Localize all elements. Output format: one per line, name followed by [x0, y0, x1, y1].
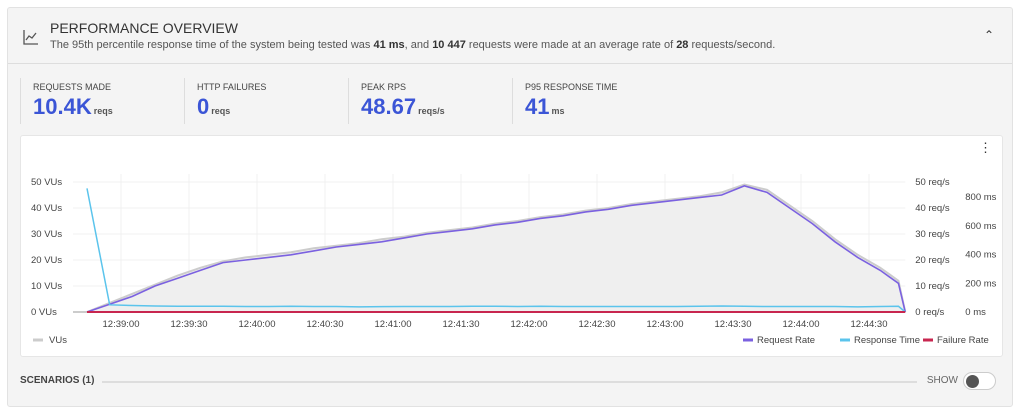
y-right-ms-tick-label: 600 ms — [965, 221, 996, 232]
x-tick-label: 12:43:30 — [715, 319, 752, 330]
x-tick-label: 12:41:30 — [443, 319, 480, 330]
stats-row: REQUESTS MADE 10.4K reqs HTTP FAILURES 0 req… — [20, 78, 676, 124]
y-left-tick-label: 10 VUs — [31, 281, 62, 292]
y-left-tick-label: 20 VUs — [31, 255, 62, 266]
y-right-ms-tick-label: 0 ms — [965, 307, 986, 318]
request-rate-line — [86, 185, 907, 313]
legend-label: Request Rate — [757, 335, 815, 346]
more-options-icon[interactable]: ⋮ — [979, 140, 992, 155]
x-tick-label: 12:43:00 — [647, 319, 684, 330]
vus-line — [86, 183, 907, 313]
show-label: SHOW — [926, 375, 958, 386]
y-right-ms-tick-label: 200 ms — [965, 278, 996, 289]
legend-label-vus: VUs — [49, 335, 67, 346]
y-right-rps-tick-label: 30 req/s — [915, 229, 950, 240]
legend-label: Response Time — [854, 335, 920, 346]
y-right-rps-tick-label: 40 req/s — [915, 203, 950, 214]
y-right-rps-tick-label: 50 req/s — [915, 177, 950, 188]
x-tick-label: 12:40:00 — [239, 319, 276, 330]
x-tick-label: 12:44:30 — [851, 319, 888, 330]
y-left-tick-label: 50 VUs — [31, 177, 62, 188]
x-tick-label: 12:40:30 — [307, 319, 344, 330]
chart-svg: 0 VUs 0 req/s 10 VUs 10 req/s 20 VUs 20 req/s… — [31, 174, 997, 346]
y-right-rps-tick-label: 10 req/s — [915, 281, 950, 292]
stat-requests-made: REQUESTS MADE 10.4K reqs — [20, 78, 184, 124]
x-tick-label: 12:42:30 — [579, 319, 616, 330]
stat-peak-rps: PEAK RPS 48.67 reqs/s — [348, 78, 512, 124]
x-tick-label: 12:41:00 — [375, 319, 412, 330]
line-chart-icon — [23, 30, 38, 45]
y-right-ms-tick-label: 400 ms — [965, 250, 996, 261]
panel-header[interactable]: PERFORMANCE OVERVIEW The 95th percentile… — [8, 8, 1012, 64]
scenarios-label: SCENARIOS (1) — [20, 375, 95, 386]
x-tick-label: 12:44:00 — [783, 319, 820, 330]
stat-p95-response-time: P95 RESPONSE TIME 41 ms — [512, 78, 676, 124]
performance-chart: ⋮ 0 VUs 0 req/s 10 VUs 10 req/s 20 VUs 20 req… — [20, 135, 1003, 357]
y-right-rps-tick-label: 0 req/s — [915, 307, 944, 318]
x-tick-label: 12:39:00 — [103, 319, 140, 330]
summary-text: The 95th percentile response time of the… — [50, 39, 776, 51]
vus-area — [87, 184, 906, 312]
panel-title: PERFORMANCE OVERVIEW — [50, 20, 238, 36]
y-left-tick-label: 30 VUs — [31, 229, 62, 240]
show-scenarios-toggle[interactable] — [963, 372, 996, 390]
legend-label: Failure Rate — [937, 335, 989, 346]
x-tick-label: 12:39:30 — [171, 319, 208, 330]
response-time-line — [86, 188, 906, 313]
chevron-up-icon[interactable]: ⌃ — [983, 28, 994, 42]
y-right-rps-tick-label: 20 req/s — [915, 255, 950, 266]
y-right-ms-tick-label: 800 ms — [965, 192, 996, 203]
divider — [102, 381, 917, 383]
stat-http-failures: HTTP FAILURES 0 reqs — [184, 78, 348, 124]
y-left-tick-label: 40 VUs — [31, 203, 62, 214]
x-tick-label: 12:42:00 — [511, 319, 548, 330]
performance-overview-panel: PERFORMANCE OVERVIEW The 95th percentile… — [7, 7, 1013, 407]
y-left-tick-label: 0 VUs — [31, 307, 57, 318]
